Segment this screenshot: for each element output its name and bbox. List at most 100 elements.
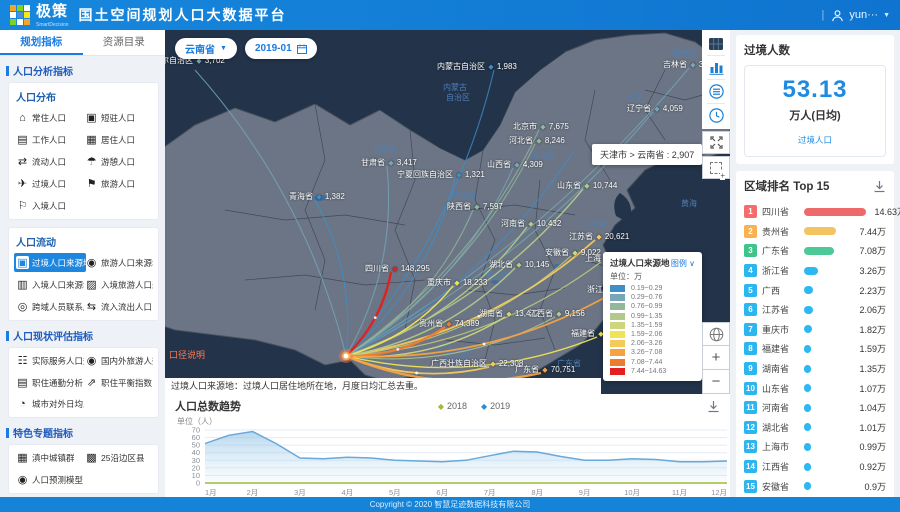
legend-bin: 0.29~0.76 <box>610 294 695 302</box>
sidebar-item-city-group[interactable]: ▦ 滇中城镇群 <box>16 451 84 464</box>
user-menu-caret-icon[interactable]: ▼ <box>883 11 890 19</box>
svg-text:20: 20 <box>192 463 200 472</box>
ranking-row[interactable]: 10 山东省 1.07万 <box>744 378 886 398</box>
ranking-row[interactable]: 4 浙江省 3.26万 <box>744 261 886 281</box>
sidebar-item-leisure[interactable]: ☂ 游憩人口 <box>85 155 153 168</box>
legend-2019[interactable]: ◆ 2019 <box>481 401 511 411</box>
ranking-row[interactable]: 15 安徽省 0.9万 <box>744 476 886 496</box>
sidebar-item-transit-source[interactable]: ▣ 过境人口来源地 <box>14 253 86 272</box>
sidebar-item-commute-analysis[interactable]: ▤ 职住通勤分析 <box>16 376 84 389</box>
legend-toggle[interactable]: 图例 ∨ <box>670 258 695 268</box>
svg-text:内蒙古: 内蒙古 <box>443 82 467 92</box>
caliber-note-link[interactable]: 口径说明 <box>169 350 206 360</box>
flow-label: 内蒙古自治区 ◆ 1,983 <box>437 62 517 71</box>
chart-title: 人口总数趋势 <box>175 401 241 413</box>
svg-text:0: 0 <box>196 479 200 488</box>
flow-line <box>345 267 516 357</box>
history-clock-icon[interactable] <box>702 105 730 126</box>
sidebar-item-entry-tourism-source[interactable]: ▨ 入境旅游人口来源 <box>85 278 153 291</box>
tab-resource-catalog[interactable]: 资源目录 <box>102 36 145 48</box>
ranking-row[interactable]: 5 广西 2.23万 <box>744 280 886 300</box>
region-select-value: 云南省 <box>185 45 215 56</box>
sidebar-item-balance-index[interactable]: ⇗ 职住平衡指数 <box>85 376 153 389</box>
tourist-count-icon: ◉ <box>86 355 97 367</box>
bar-chart-icon[interactable] <box>702 57 730 78</box>
sidebar-item-border-county[interactable]: ▩ 25沿边区县 <box>85 451 153 464</box>
tab-planning-indicators[interactable]: 规划指标 <box>0 30 83 55</box>
sidebar-item-work[interactable]: ▤ 工作人口 <box>16 133 84 146</box>
svg-text:8月: 8月 <box>531 488 543 497</box>
ranking-row[interactable]: 13 上海市 0.99万 <box>744 437 886 457</box>
sidebar-item-cross-region-link[interactable]: ◎ 跨域人员联系度 <box>16 300 84 313</box>
flow-line <box>345 151 574 357</box>
ranking-row[interactable]: 11 河南省 1.04万 <box>744 398 886 418</box>
sidebar-item-city-flow[interactable]: ◔ 城市对外日均人流 <box>16 398 84 410</box>
flow-label: 北京市 ◆ 7,675 <box>513 122 569 131</box>
flow-label: 四川省 ◆ 148,295 <box>365 264 430 273</box>
sidebar-item-tourism[interactable]: ⚑ 旅游人口 <box>85 177 153 190</box>
svg-text:广东省: 广东省 <box>557 358 581 368</box>
sidebar-item-tourist-count[interactable]: ◉ 国内外旅游人数 <box>85 354 153 367</box>
svg-text:10月: 10月 <box>624 488 640 497</box>
sidebar-item-entry[interactable]: ⚐ 入境人口 <box>16 199 84 212</box>
fullscreen-icon[interactable] <box>702 131 730 154</box>
svg-text:11月: 11月 <box>672 488 687 497</box>
legend-bin: 1.59~2.06 <box>610 330 695 338</box>
ranking-row[interactable]: 2 贵州省 7.44万 <box>744 222 886 242</box>
ranking-row[interactable]: 3 广东省 7.08万 <box>744 241 886 261</box>
zoom-in-button[interactable]: + <box>702 346 730 370</box>
item-label: 游憩人口 <box>101 156 136 167</box>
flow-label: 河南省 ◆ 10,432 <box>501 219 562 228</box>
sidebar-item-living[interactable]: ▦ 居住人口 <box>85 133 153 146</box>
item-label: 人口预测模型 <box>32 474 84 485</box>
item-label: 过境人口来源地 <box>32 257 86 268</box>
region-select[interactable]: 云南省 ▼ <box>175 38 237 59</box>
ranking-row[interactable]: 8 福建省 1.59万 <box>744 339 886 359</box>
svg-text:陕西省: 陕西省 <box>452 190 476 200</box>
resident-icon: ⌂ <box>19 111 26 124</box>
sidebar-item-entry-source[interactable]: ▥ 入境人口来源地 <box>16 278 84 291</box>
globe-icon[interactable] <box>702 322 730 346</box>
item-label: 25沿边区县 <box>101 452 145 463</box>
item-label: 常住人口 <box>32 112 67 123</box>
sidebar-item-resident[interactable]: ⌂ 常住人口 <box>16 111 84 124</box>
flow-label: 湖南省 ◆ 13,472 <box>479 309 540 318</box>
flow-label: 安徽省 ◆ 9,022 <box>545 248 601 257</box>
flow-line <box>345 177 456 357</box>
sidebar: 规划指标 资源目录 人口分析指标 人口分布 ⌂ 常住人口 ▣ 短驻人口 ▤ 工作人口 ▦ 居住人口… <box>0 30 165 497</box>
ranking-row[interactable]: 9 湖南省 1.35万 <box>744 359 886 379</box>
entry-tourism-source-icon: ▨ <box>86 279 97 291</box>
list-layers-icon[interactable] <box>702 81 730 102</box>
stat-value: 53.13 <box>782 76 848 103</box>
sidebar-item-floating[interactable]: ⇄ 流动人口 <box>16 155 84 168</box>
flow-label: 广东省 ◆ 70,751 <box>515 365 576 374</box>
user-icon <box>832 9 844 21</box>
ranking-row[interactable]: 12 湖北省 1.01万 <box>744 418 886 438</box>
download-ranking-icon[interactable] <box>873 180 886 193</box>
flow-label: 上海 <box>585 254 601 263</box>
legend-bin: 7.44~14.63 <box>610 367 695 375</box>
sidebar-item-tourism-source[interactable]: ◉ 旅游人口来源地 <box>85 256 153 269</box>
sidebar-item-short-stay[interactable]: ▣ 短驻人口 <box>85 111 153 124</box>
item-label: 旅游人口 <box>101 178 136 189</box>
rect-select-icon[interactable] <box>702 156 730 180</box>
sidebar-item-inflow-outflow[interactable]: ⇆ 流入流出人口 <box>85 300 153 313</box>
date-select[interactable]: 2019-01 <box>244 38 317 59</box>
ranking-row[interactable]: 7 重庆市 1.82万 <box>744 320 886 340</box>
sidebar-item-transit[interactable]: ✈ 过境人口 <box>16 177 84 190</box>
download-chart-icon[interactable] <box>707 400 720 413</box>
sidebar-item-prediction-model[interactable]: ◉ 人口预测模型 <box>16 473 84 486</box>
legend-2018[interactable]: ◆ 2018 <box>437 401 467 411</box>
ranking-row[interactable]: 6 江苏省 2.06万 <box>744 300 886 320</box>
ranking-row[interactable]: 14 江西省 0.92万 <box>744 457 886 477</box>
stat-tag[interactable]: 过境人口 <box>797 135 832 145</box>
sidebar-item-service-scale[interactable]: ☷ 实际服务人口规模 <box>16 354 84 367</box>
map-mode-icon[interactable] <box>702 33 730 54</box>
svg-text:甘肃省: 甘肃省 <box>373 144 397 154</box>
user-name[interactable]: yun··· <box>849 9 879 21</box>
svg-text:自治区: 自治区 <box>445 353 469 363</box>
svg-text:12月: 12月 <box>711 488 727 497</box>
zoom-out-button[interactable]: − <box>702 370 730 394</box>
